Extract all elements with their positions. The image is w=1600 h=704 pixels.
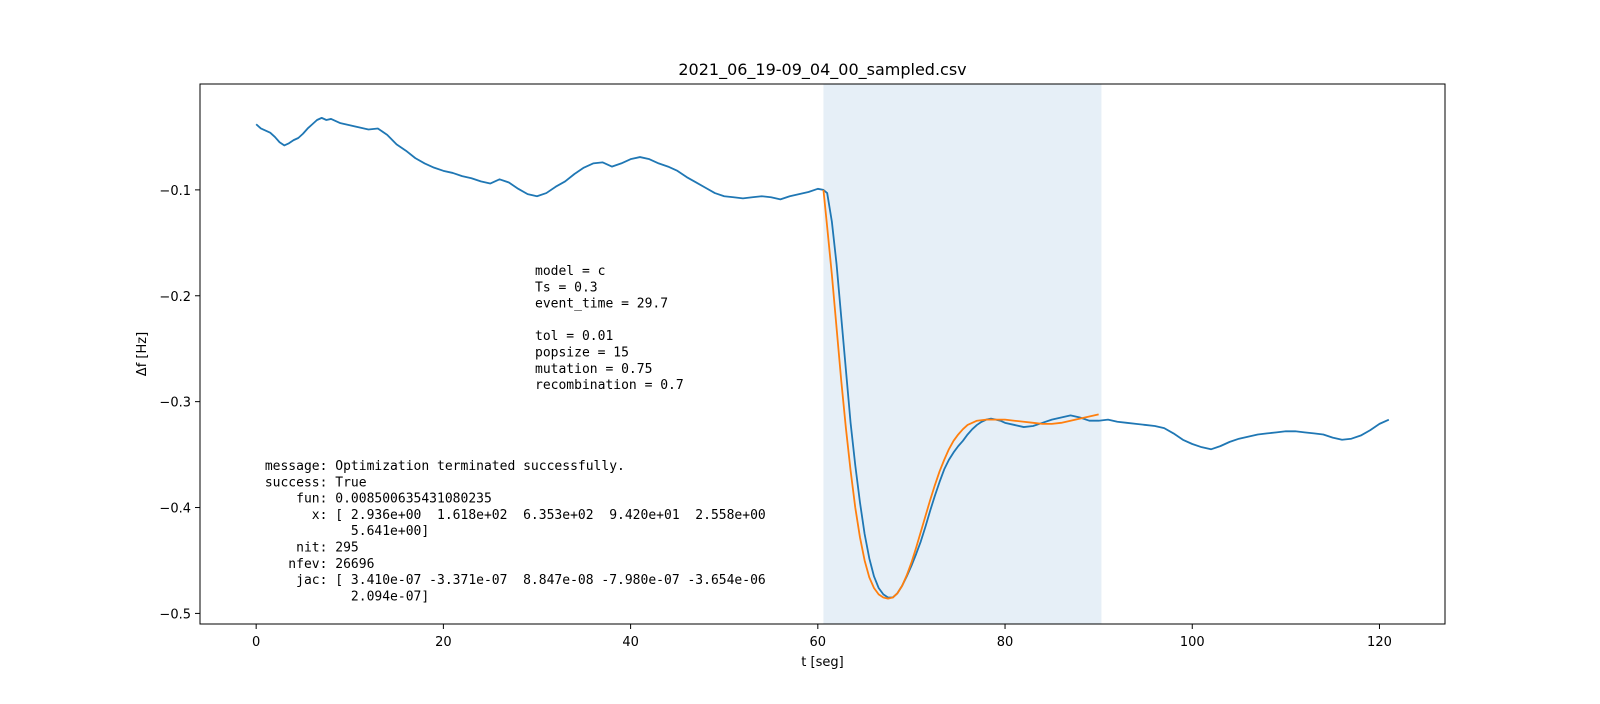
- optimization-result-annotation-line: nfev: 26696: [257, 557, 374, 572]
- measured-series-line: [255, 116, 1390, 599]
- y-tick-label: −0.5: [159, 607, 191, 622]
- x-axis-label: t [seg]: [801, 655, 843, 670]
- parameters-annotation: model = cTs = 0.3 event_time = 29.7 tol = …: [535, 264, 684, 393]
- x-tick-label: 80: [997, 635, 1014, 650]
- x-tick-label: 40: [622, 635, 639, 650]
- parameters-annotation-line: recombination = 0.7: [535, 378, 684, 393]
- optimization-result-annotation-line: 5.641e+00]: [257, 524, 429, 539]
- shaded-event-window: [823, 84, 1102, 624]
- parameters-annotation-line: Ts = 0.3: [535, 280, 598, 295]
- y-tick-label: −0.2: [159, 290, 191, 305]
- optimization-result-annotation-line: nit: 295: [257, 541, 359, 556]
- y-tick-label: −0.1: [159, 184, 191, 199]
- parameters-annotation-line: mutation = 0.75: [535, 362, 652, 377]
- plot-frame: [199, 83, 1446, 625]
- y-axis-label: Δf [Hz]: [135, 332, 150, 376]
- x-tick-label: 0: [252, 635, 260, 650]
- optimization-result-annotation-line: message: Optimization terminated success…: [257, 459, 625, 474]
- x-tick-label: 120: [1367, 635, 1392, 650]
- parameters-annotation-line: event_time = 29.7: [535, 297, 668, 312]
- optimization-result-annotation-line: fun: 0.008500635431080235: [257, 492, 492, 507]
- optimization-result-annotation-line: x: [ 2.936e+00 1.618e+02 6.353e+02 9.420…: [257, 508, 766, 523]
- optimization-result-annotation-line: 2.094e-07]: [257, 589, 429, 604]
- x-tick-label: 20: [435, 635, 452, 650]
- parameters-annotation-line: model = c: [535, 264, 605, 279]
- optimization-result-annotation-line: success: True: [257, 475, 367, 490]
- model-fit-series-line: [822, 189, 1099, 600]
- optimization-result-annotation: message: Optimization terminated success…: [257, 459, 766, 604]
- optimization-result-annotation-line: jac: [ 3.410e-07 -3.371e-07 8.847e-08 -7…: [257, 573, 766, 588]
- y-tick-label: −0.3: [159, 396, 191, 411]
- parameters-annotation-line: tol = 0.01: [535, 329, 613, 344]
- x-tick-label: 60: [810, 635, 827, 650]
- parameters-annotation-line: popsize = 15: [535, 346, 629, 361]
- x-tick-label: 100: [1180, 635, 1205, 650]
- y-tick-label: −0.4: [159, 502, 191, 517]
- chart-title: 2021_06_19-09_04_00_sampled.csv: [678, 60, 966, 80]
